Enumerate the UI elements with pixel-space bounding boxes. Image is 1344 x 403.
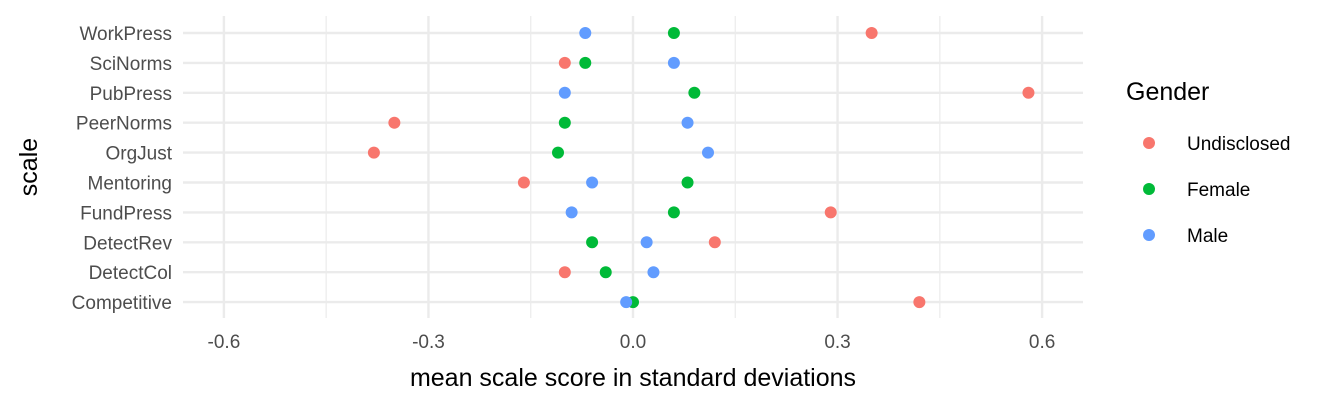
x-tick-label: -0.3: [412, 332, 445, 353]
data-point: [599, 266, 612, 279]
grid: [183, 16, 1083, 318]
data-points: [367, 27, 1035, 309]
data-point: [681, 116, 694, 129]
data-point: [640, 236, 653, 249]
data-point: [667, 56, 680, 69]
y-tick-label: Competitive: [72, 293, 172, 314]
legend-key: [1143, 137, 1155, 149]
data-point: [702, 146, 714, 159]
y-axis-title: scale: [15, 138, 43, 196]
data-point: [913, 296, 926, 309]
x-tick-label: 0.3: [824, 332, 850, 353]
x-axis-title: mean scale score in standard deviations: [410, 364, 856, 392]
data-point: [558, 266, 571, 279]
series-female: [552, 27, 701, 309]
series-male: [558, 27, 714, 309]
data-point: [667, 27, 680, 39]
data-point: [1022, 86, 1035, 99]
data-point: [620, 296, 633, 309]
data-point: [586, 176, 599, 189]
x-tick-label: 0.0: [620, 332, 646, 353]
legend-key: [1143, 229, 1155, 241]
y-tick-label: PubPress: [90, 84, 172, 105]
y-tick-label: SciNorms: [90, 54, 172, 75]
data-point: [579, 56, 592, 69]
legend-items: Undisclosed Female Male: [1143, 134, 1291, 247]
data-point: [688, 86, 701, 99]
data-point: [824, 206, 837, 219]
legend-label: Undisclosed: [1187, 134, 1291, 155]
x-tick-labels: -0.6 -0.3 0.0 0.3 0.6: [208, 332, 1056, 353]
data-point: [565, 206, 578, 219]
data-point: [579, 27, 592, 39]
x-tick-label: -0.6: [208, 332, 241, 353]
data-point: [681, 176, 694, 189]
data-point: [367, 146, 380, 159]
data-point: [865, 27, 878, 39]
y-tick-label: OrgJust: [105, 144, 172, 165]
y-tick-label: DetectRev: [83, 233, 172, 254]
y-tick-label: PeerNorms: [76, 114, 172, 135]
data-point: [708, 236, 721, 249]
y-tick-labels: WorkPress SciNorms PubPress PeerNorms OrgJus…: [72, 24, 173, 314]
y-tick-label: WorkPress: [79, 24, 172, 45]
legend-label: Male: [1187, 226, 1228, 247]
data-point: [558, 56, 571, 69]
legend-label: Female: [1187, 180, 1250, 201]
data-point: [388, 116, 401, 129]
data-point: [647, 266, 660, 279]
legend: Gender Undisclosed Female Male: [1126, 78, 1291, 247]
data-point: [586, 236, 599, 249]
legend-title: Gender: [1126, 78, 1209, 106]
data-point: [558, 86, 571, 99]
y-tick-label: DetectCol: [89, 263, 172, 284]
y-tick-label: Mentoring: [88, 174, 173, 195]
y-tick-label: FundPress: [80, 203, 172, 224]
data-point: [517, 176, 530, 189]
legend-key: [1143, 183, 1155, 195]
series-undisclosed: [367, 27, 1035, 309]
data-point: [552, 146, 564, 159]
data-point: [558, 116, 571, 129]
data-point: [667, 206, 680, 219]
x-tick-label: 0.6: [1029, 332, 1055, 353]
